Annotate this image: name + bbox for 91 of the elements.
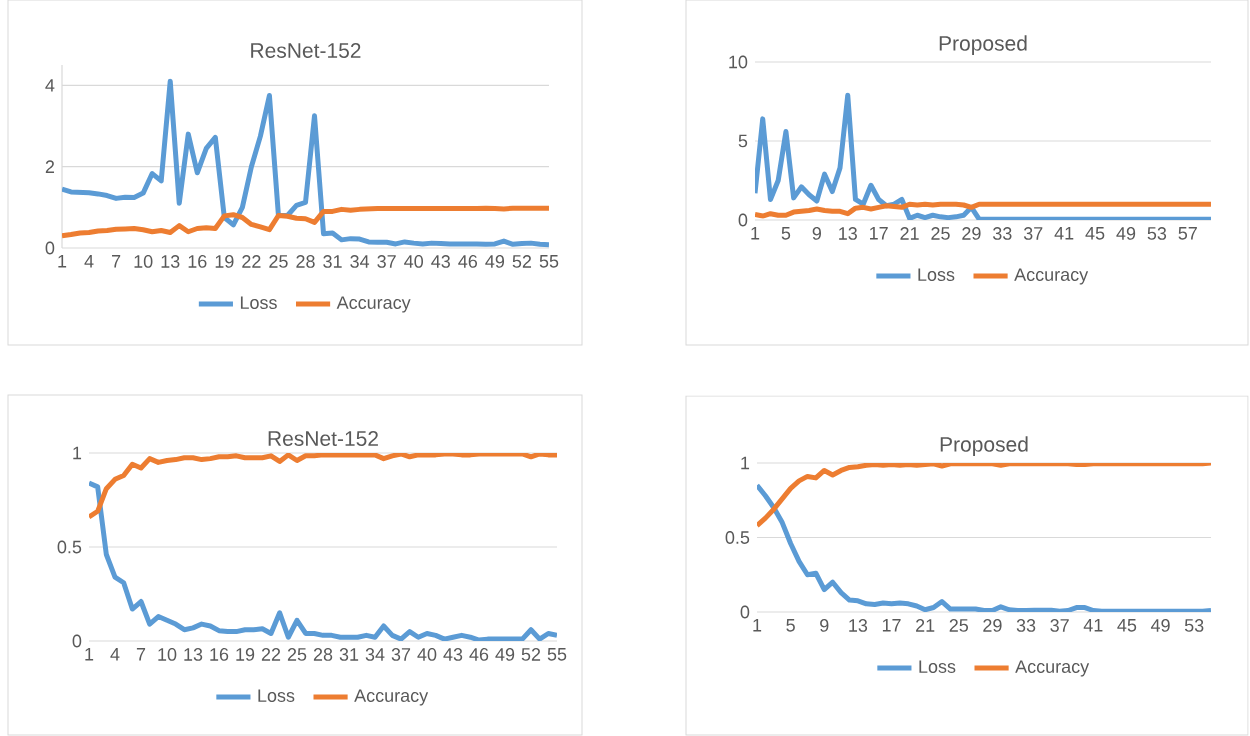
x-tick-label: 29 — [983, 619, 1002, 632]
x-tick-label: 31 — [323, 255, 342, 268]
x-tick-label: 17 — [870, 227, 888, 240]
chart-title: ResNet-152 — [268, 431, 378, 446]
y-tick-label: 0 — [45, 241, 55, 255]
x-tick-label: 22 — [261, 648, 281, 661]
x-tick-label: 16 — [188, 255, 207, 268]
legend-label: Loss — [918, 268, 955, 281]
y-tick-label: 0 — [738, 213, 748, 227]
x-tick-label: 10 — [158, 648, 177, 661]
x-tick-label: 25 — [931, 227, 950, 240]
legend-label: Loss — [258, 689, 295, 702]
x-tick-label: 19 — [215, 255, 234, 268]
x-tick-label: 25 — [269, 255, 288, 268]
x-tick-label: 55 — [539, 255, 559, 268]
legend-label: Accuracy — [1015, 660, 1090, 677]
x-tick-label: 29 — [962, 227, 981, 240]
x-tick-label: 9 — [820, 619, 829, 632]
legend-label: Accuracy — [336, 296, 411, 313]
x-tick-label: 10 — [134, 255, 153, 268]
x-tick-label: 1 — [753, 619, 762, 632]
x-tick-label: 5 — [786, 619, 795, 632]
y-tick-label: 2 — [45, 160, 55, 173]
x-tick-label: 5 — [781, 227, 791, 240]
y-tick-label: 4 — [45, 79, 55, 92]
x-tick-label: 16 — [210, 648, 229, 661]
x-tick-label: 21 — [900, 227, 919, 240]
x-tick-label: 49 — [1116, 227, 1136, 240]
x-tick-label: 45 — [1085, 227, 1105, 240]
x-tick-label: 53 — [1147, 227, 1167, 240]
x-tick-label: 37 — [391, 648, 411, 661]
x-tick-label: 1 — [751, 227, 760, 240]
x-tick-label: 37 — [1050, 619, 1069, 632]
x-tick-label: 7 — [112, 255, 121, 268]
x-tick-label: 55 — [547, 648, 567, 661]
legend-label: Loss — [919, 660, 956, 673]
legend-label: Accuracy — [354, 689, 429, 706]
x-tick-label: 41 — [1083, 619, 1103, 632]
x-tick-label: 17 — [882, 619, 901, 632]
legend-label: Accuracy — [1014, 268, 1089, 285]
x-tick-label: 1 — [58, 255, 67, 268]
x-tick-label: 4 — [84, 255, 94, 268]
x-tick-label: 25 — [287, 648, 307, 661]
x-tick-label: 13 — [184, 648, 203, 661]
x-tick-label: 7 — [136, 648, 146, 661]
x-tick-label: 37 — [377, 255, 396, 268]
x-tick-label: 49 — [495, 648, 515, 661]
x-tick-label: 19 — [236, 648, 255, 661]
x-tick-label: 53 — [1184, 619, 1204, 632]
legend-label: Loss — [240, 296, 277, 309]
y-tick-label: 10 — [729, 55, 748, 69]
x-tick-label: 49 — [485, 255, 505, 268]
x-tick-label: 40 — [404, 255, 424, 268]
x-tick-label: 28 — [296, 255, 315, 268]
x-tick-label: 22 — [242, 255, 261, 268]
x-tick-label: 43 — [431, 255, 450, 268]
x-tick-label: 34 — [350, 255, 370, 268]
x-tick-label: 52 — [521, 648, 541, 661]
x-tick-label: 33 — [993, 227, 1012, 240]
chart-title: ResNet-152 — [251, 43, 361, 58]
chart-title: Proposed — [940, 436, 1028, 456]
x-tick-label: 13 — [849, 619, 868, 632]
chart-title: Proposed — [939, 35, 1027, 55]
x-tick-label: 1 — [85, 648, 94, 661]
x-tick-label: 46 — [469, 648, 489, 661]
y-tick-label: 0.5 — [57, 540, 82, 554]
y-tick-label: 0 — [740, 605, 750, 619]
x-tick-label: 52 — [512, 255, 532, 268]
x-tick-label: 25 — [949, 619, 969, 632]
y-tick-label: 5 — [738, 134, 748, 148]
x-tick-label: 41 — [1054, 227, 1074, 240]
x-tick-label: 31 — [339, 648, 359, 661]
x-tick-label: 4 — [110, 648, 120, 661]
x-tick-label: 40 — [417, 648, 437, 661]
x-tick-label: 28 — [313, 648, 333, 661]
x-tick-label: 13 — [161, 255, 180, 268]
x-tick-label: 46 — [458, 255, 478, 268]
y-tick-label: 1 — [73, 446, 82, 460]
x-tick-label: 45 — [1117, 619, 1137, 632]
y-tick-label: 1 — [741, 456, 750, 470]
x-tick-label: 13 — [839, 227, 857, 240]
x-tick-label: 37 — [1023, 227, 1043, 240]
y-tick-label: 0 — [72, 634, 82, 648]
x-tick-label: 33 — [1016, 619, 1036, 632]
x-tick-label: 57 — [1178, 227, 1197, 240]
x-tick-label: 21 — [916, 619, 935, 632]
x-tick-label: 43 — [443, 648, 463, 661]
y-tick-label: 0.5 — [725, 531, 750, 544]
x-tick-label: 9 — [812, 227, 821, 240]
x-tick-label: 34 — [365, 648, 385, 661]
x-tick-label: 49 — [1150, 619, 1170, 632]
